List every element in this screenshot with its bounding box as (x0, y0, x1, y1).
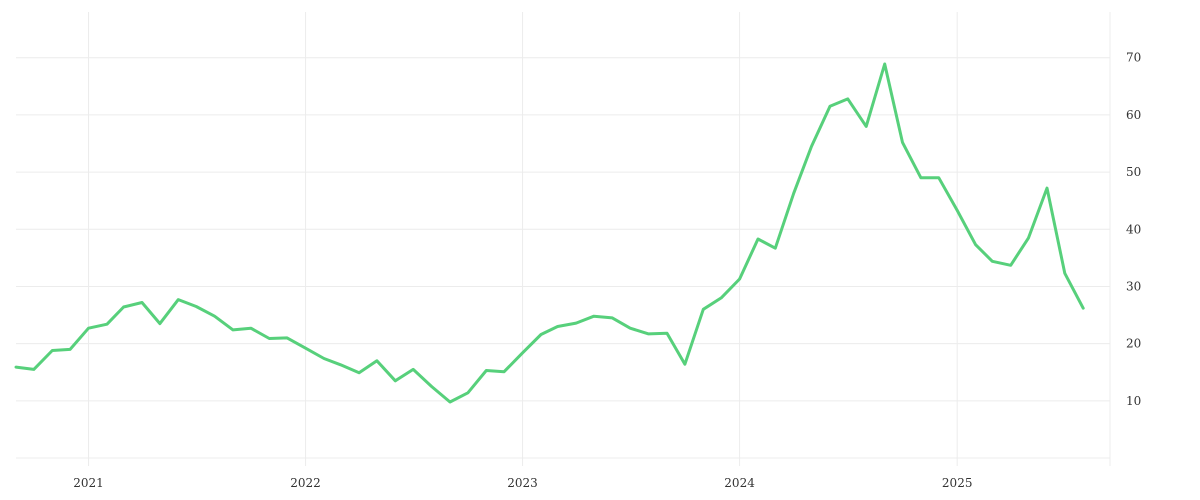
y-tick-label: 40 (1126, 222, 1141, 236)
y-tick-label: 60 (1126, 108, 1141, 122)
x-tick-label: 2022 (290, 476, 321, 490)
series-layer (14, 62, 1085, 404)
x-tick-label: 2025 (942, 476, 973, 490)
vertical-gridlines (88, 12, 1111, 466)
x-axis-tick-labels: 2021 2022 2023 2024 2025 (73, 476, 972, 490)
y-tick-label: 20 (1126, 337, 1141, 351)
x-tick-label: 2021 (73, 476, 104, 490)
horizontal-gridlines (16, 57, 1110, 459)
y-tick-label: 10 (1126, 394, 1141, 408)
x-tick-label: 2024 (724, 476, 755, 490)
y-tick-label: 30 (1126, 279, 1141, 293)
y-tick-label: 50 (1126, 165, 1141, 179)
x-tick-label: 2023 (507, 476, 538, 490)
y-axis-tick-labels: 10 20 30 40 50 60 70 (1126, 51, 1141, 408)
y-tick-label: 70 (1126, 51, 1141, 65)
series-line-0 (14, 62, 1085, 404)
